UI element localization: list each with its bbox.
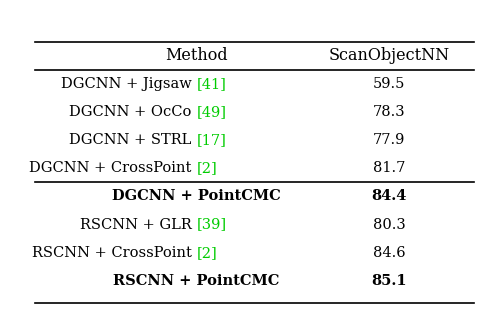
Text: RSCNN + CrossPoint: RSCNN + CrossPoint <box>32 246 196 260</box>
Text: DGCNN + STRL: DGCNN + STRL <box>70 133 196 147</box>
Text: [39]: [39] <box>196 218 227 231</box>
Text: [41]: [41] <box>196 77 227 91</box>
Text: 81.7: 81.7 <box>373 161 405 175</box>
Text: [2]: [2] <box>196 246 217 260</box>
Text: RSCNN + GLR: RSCNN + GLR <box>80 218 196 231</box>
Text: 84.6: 84.6 <box>373 246 405 260</box>
Text: RSCNN + PointCMC: RSCNN + PointCMC <box>113 274 280 288</box>
Text: 78.3: 78.3 <box>373 105 405 119</box>
Text: DGCNN + OcCo: DGCNN + OcCo <box>70 105 196 119</box>
Text: ScanObjectNN: ScanObjectNN <box>328 47 450 64</box>
Text: [17]: [17] <box>196 133 227 147</box>
Text: DGCNN + CrossPoint: DGCNN + CrossPoint <box>29 161 196 175</box>
Text: DGCNN + Jigsaw: DGCNN + Jigsaw <box>61 77 196 91</box>
Text: 77.9: 77.9 <box>373 133 405 147</box>
Text: 84.4: 84.4 <box>372 189 407 203</box>
Text: [49]: [49] <box>196 105 227 119</box>
Text: 80.3: 80.3 <box>372 218 406 231</box>
Text: Method: Method <box>165 47 228 64</box>
Text: DGCNN + PointCMC: DGCNN + PointCMC <box>112 189 281 203</box>
Text: [2]: [2] <box>196 161 217 175</box>
Text: 85.1: 85.1 <box>371 274 407 288</box>
Text: 59.5: 59.5 <box>373 77 405 91</box>
